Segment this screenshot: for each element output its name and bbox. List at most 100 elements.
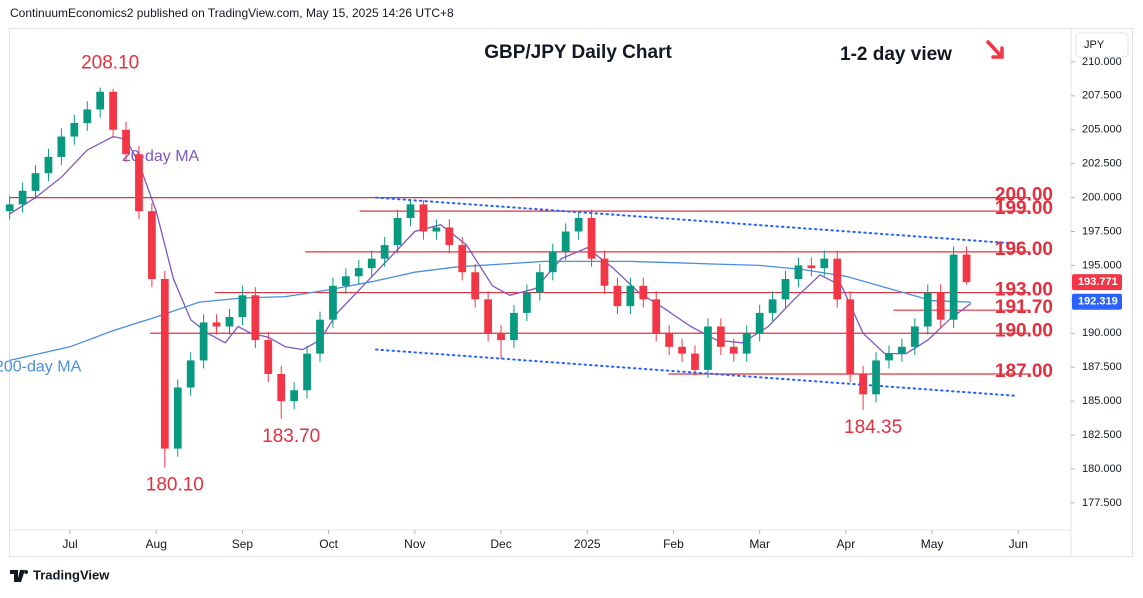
candle-body — [548, 251, 557, 273]
candle-body — [290, 390, 299, 402]
level-label: 193.00 — [995, 280, 1053, 301]
candle-body — [5, 204, 14, 212]
candle-body — [44, 156, 53, 174]
candle-body — [329, 285, 337, 320]
x-tick-label: Aug — [146, 537, 167, 551]
y-tick-label: 210.000 — [1082, 56, 1122, 68]
y-tick-label: 187.500 — [1082, 361, 1122, 373]
candle-body — [96, 91, 105, 110]
level-label: 200.00 — [995, 185, 1053, 206]
moving-average — [9, 260, 971, 362]
candle-body — [678, 346, 686, 354]
annotation: 180.10 — [146, 475, 204, 496]
candle-body — [535, 272, 544, 293]
level-label: 199.00 — [995, 198, 1053, 219]
candle-body — [341, 276, 350, 286]
candle-body — [445, 227, 454, 246]
x-tick-label: May — [921, 537, 944, 551]
y-tick-label: 190.000 — [1082, 327, 1122, 339]
candle-body — [613, 285, 622, 307]
candle-body — [781, 279, 790, 300]
candle-body — [367, 258, 376, 269]
candle-body — [109, 91, 117, 130]
candle-body — [186, 360, 195, 388]
candle-body — [936, 292, 945, 320]
candle-body — [380, 245, 389, 259]
candle-body — [652, 299, 661, 334]
candle-body — [898, 346, 906, 354]
candle-body — [704, 326, 712, 370]
y-tick-label: 177.500 — [1082, 497, 1122, 509]
x-tick-label: Dec — [490, 537, 511, 551]
candle-body — [768, 299, 777, 313]
candle-body — [212, 322, 221, 327]
chart-title: GBP/JPY Daily Chart — [484, 42, 672, 63]
candle-body — [225, 316, 234, 327]
y-tick-label: 207.500 — [1082, 90, 1122, 102]
candle-body — [393, 217, 402, 246]
candle-body — [742, 333, 751, 354]
candle-body — [316, 319, 324, 354]
candle-body — [510, 312, 518, 341]
candle-body — [31, 173, 40, 191]
x-tick-label: Mar — [749, 537, 770, 551]
candle-body — [639, 285, 648, 300]
x-tick-label: Nov — [404, 537, 425, 551]
candle-body — [458, 245, 467, 273]
level-label: 191.70 — [995, 297, 1053, 318]
candle-body — [18, 190, 27, 205]
y-tick-label: 197.500 — [1082, 225, 1122, 237]
candle-body — [949, 254, 958, 320]
x-tick-label: Oct — [319, 537, 338, 551]
candle-body — [251, 295, 260, 341]
brand: TradingView — [33, 567, 110, 582]
candle-body — [820, 258, 829, 269]
candle-body — [148, 211, 156, 279]
candle-body — [419, 204, 428, 232]
candle-body — [910, 326, 919, 347]
annotation: 184.35 — [844, 417, 902, 438]
y-tick-label: 182.500 — [1082, 429, 1122, 441]
candle-body — [729, 346, 738, 354]
candle-body — [277, 373, 286, 402]
y-tick-label: 202.500 — [1082, 158, 1122, 170]
candle-body — [587, 217, 596, 259]
level-label: 187.00 — [995, 361, 1053, 382]
x-tick-label: Sep — [232, 537, 254, 551]
series-label: 200-day MA — [0, 358, 82, 375]
currency-box[interactable] — [1075, 32, 1129, 58]
y-tick-label: 180.000 — [1082, 463, 1122, 475]
candle-body — [264, 340, 273, 374]
annotation: 183.70 — [262, 426, 320, 447]
chart-subtitle: 1-2 day view — [840, 44, 952, 65]
price-tag — [1072, 293, 1122, 310]
candle-body — [665, 333, 674, 347]
candle-body — [846, 299, 855, 374]
price-tag-label: 192.319 — [1078, 296, 1118, 308]
candle-body — [303, 353, 311, 391]
candle-body — [354, 268, 363, 277]
x-tick-label: 2025 — [574, 537, 601, 551]
candle-body — [833, 258, 842, 300]
level-label: 190.00 — [995, 320, 1053, 341]
candle-body — [122, 129, 130, 155]
candle-body — [691, 353, 699, 370]
candle-body — [885, 353, 893, 361]
frame — [9, 28, 1133, 557]
candle-body — [406, 204, 415, 218]
candle-body — [471, 272, 480, 300]
candle-body — [626, 285, 635, 307]
candle-body — [199, 322, 208, 361]
candle-body — [57, 136, 66, 157]
candle-body — [794, 265, 803, 279]
currency: JPY — [1084, 39, 1105, 51]
candle-body — [600, 258, 609, 286]
candle-body — [497, 333, 505, 341]
candle-body — [238, 295, 247, 317]
publish-info: ContinuumEconomics2 published on Trading… — [10, 6, 454, 20]
direction-arrow — [986, 40, 1004, 59]
series-label: 20-day MA — [122, 148, 200, 165]
y-tick-label: 185.000 — [1082, 395, 1122, 407]
